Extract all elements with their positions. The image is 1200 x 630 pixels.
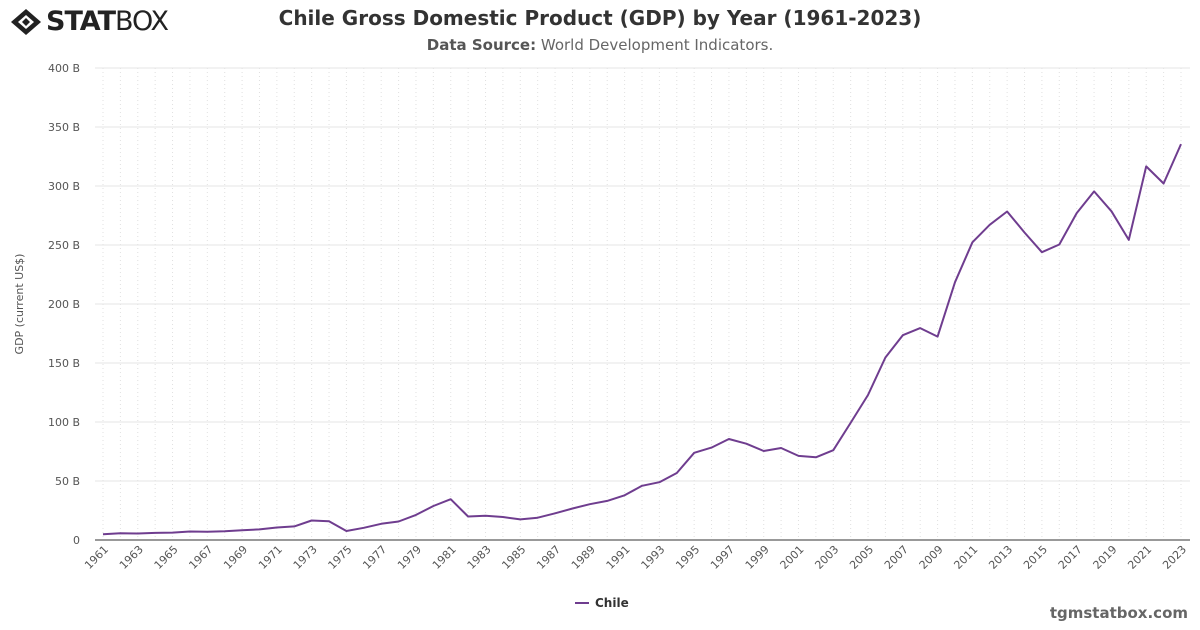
x-tick-label: 1979 [395,543,424,572]
x-tick-label: 1961 [82,543,111,572]
x-tick-label: 1991 [604,543,633,572]
legend-label: Chile [595,596,629,610]
x-tick-label: 2021 [1125,543,1154,572]
x-tick-label: 1971 [256,543,285,572]
y-tick-label: 150 B [48,357,80,370]
chart-subtitle: Data Source: World Development Indicator… [0,36,1200,54]
logo-text-light: BOX [114,6,169,37]
x-tick-label: 2007 [882,543,911,572]
x-tick-label: 2005 [847,543,876,572]
x-tick-label: 1967 [186,543,215,572]
x-tick-label: 1985 [499,543,528,572]
series-line-chile [102,143,1182,536]
y-tick-label: 350 B [48,121,80,134]
statbox-logo: STATBOX [10,6,169,37]
x-tick-label: 2023 [1160,543,1189,572]
x-tick-label: 1983 [465,543,494,572]
logo-text-bold: STAT [46,6,116,37]
x-tick-label: 1999 [743,543,772,572]
y-tick-label: 250 B [48,239,80,252]
x-tick-label: 1975 [326,543,355,572]
x-tick-label: 1965 [152,543,181,572]
x-tick-label: 1987 [534,543,563,572]
source-value: World Development Indicators. [540,36,774,54]
site-credit: tgmstatbox.com [1049,604,1188,622]
x-tick-label: 2019 [1091,543,1120,572]
x-tick-label: 1995 [673,543,702,572]
x-tick-label: 1981 [430,543,459,572]
y-tick-label: 100 B [48,416,80,429]
source-label: Data Source: [426,36,537,54]
diamond-logo-icon [11,8,41,35]
x-tick-label: 2001 [778,543,807,572]
y-tick-label: 200 B [48,298,80,311]
x-tick-label: 1997 [708,543,737,572]
x-tick-label: 2003 [812,543,841,572]
x-tick-label: 1989 [569,543,598,572]
x-tick-label: 2013 [986,543,1015,572]
x-tick-label: 1977 [360,543,389,572]
x-tick-label: 1973 [291,543,320,572]
x-tick-label: 2017 [1056,543,1085,572]
x-tick-label: 1963 [117,543,146,572]
y-tick-label: 400 B [48,62,80,75]
y-tick-label: 0 [73,534,80,547]
x-tick-label: 1993 [639,543,668,572]
x-tick-label: 1969 [221,543,250,572]
x-tick-label: 2015 [1021,543,1050,572]
y-axis-label: GDP (current US$) [13,254,26,355]
x-tick-label: 2009 [917,543,946,572]
x-tick-label: 2011 [951,543,980,572]
y-tick-label: 50 B [55,475,80,488]
y-tick-label: 300 B [48,180,80,193]
chart-title: Chile Gross Domestic Product (GDP) by Ye… [278,6,922,30]
